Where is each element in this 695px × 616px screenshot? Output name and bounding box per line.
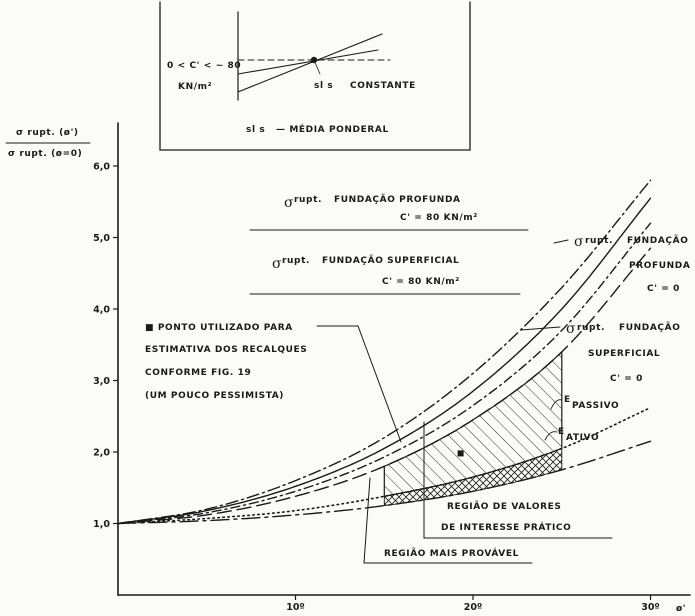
label-regiao-interesse: REGIÃO DE VALORES DE INTERESSE PRÁTICO bbox=[423, 421, 613, 539]
x-tick-label: 10º bbox=[286, 602, 305, 613]
point-text-4: (UM POUCO PESSIMISTA) bbox=[145, 391, 284, 401]
inset-legend-symbol: sl s bbox=[246, 125, 265, 135]
label-sup-c0: σ rupt. FUNDAÇÃO SUPERFICIAL C' = 0 bbox=[520, 321, 680, 384]
label-prof-c0: σ rupt. FUNDAÇÃO PROFUNDA C' = 0 bbox=[553, 234, 690, 294]
label-prof-c80: σ rupt. FUNDAÇÃO PROFUNDA C' = 80 KN/m² bbox=[249, 194, 529, 231]
y-tick-label: 4,0 bbox=[93, 305, 110, 316]
sup-c0-c: C' = 0 bbox=[610, 374, 643, 384]
point-text-2: ESTIMATIVA DOS RECALQUES bbox=[145, 345, 307, 355]
prof-c0-leader bbox=[553, 239, 569, 244]
curve-sup_c80 bbox=[117, 222, 652, 525]
y-label-numerator: σ rupt. (ø') bbox=[16, 128, 79, 138]
prof-c80-text: FUNDAÇÃO PROFUNDA bbox=[334, 194, 461, 205]
point-text-1: ■ PONTO UTILIZADO PARA bbox=[145, 323, 293, 333]
inset-range-label: 0 < C' < ~ 80 bbox=[167, 61, 241, 71]
label-sup-c80: σ rupt. FUNDAÇÃO SUPERFICIAL C' = 80 KN/… bbox=[249, 255, 521, 295]
provavel-text: REGIÃO MAIS PROVÁVEL bbox=[384, 547, 519, 559]
point-leader bbox=[316, 325, 402, 443]
sigma-symbol: σ bbox=[566, 321, 576, 337]
ativo-leader bbox=[544, 431, 558, 441]
curve-sup_c0 bbox=[117, 247, 652, 525]
label-regiao-provavel: REGIÃO MAIS PROVÁVEL bbox=[363, 477, 533, 564]
y-tick-label: 3,0 bbox=[93, 376, 110, 387]
x-ticks: 10º 20º 30º bbox=[286, 595, 660, 613]
passivo-text: PASSIVO bbox=[572, 401, 619, 411]
y-tick-label: 5,0 bbox=[93, 233, 110, 244]
y-ticks: 1,0 2,0 3,0 4,0 5,0 6,0 bbox=[93, 162, 118, 530]
ativo-text: ATIVO bbox=[566, 433, 599, 443]
sup-c0-leader bbox=[520, 326, 561, 331]
x-tick-label: 30º bbox=[641, 602, 660, 613]
curve-ativo bbox=[117, 440, 652, 525]
sigma-sub: rupt. bbox=[585, 236, 613, 246]
sigma-symbol: σ bbox=[284, 195, 294, 211]
x-tick-label: 20º bbox=[464, 602, 483, 613]
y-axis-label: σ rupt. (ø') σ rupt. (ø=0) bbox=[5, 128, 91, 159]
label-point: ■ PONTO UTILIZADO PARA ESTIMATIVA DOS RE… bbox=[145, 323, 402, 443]
interesse-text-1: REGIÃO DE VALORES bbox=[447, 501, 561, 512]
inset-line-flat bbox=[237, 49, 379, 75]
sigma-symbol: σ bbox=[574, 234, 584, 250]
inset-leader bbox=[313, 59, 321, 75]
y-tick-label: 2,0 bbox=[93, 448, 110, 459]
label-passivo: E PASSIVO bbox=[550, 395, 619, 411]
inset-constant-label: CONSTANTE bbox=[350, 81, 416, 91]
sup-c0-b: SUPERFICIAL bbox=[588, 349, 660, 359]
passivo-leader bbox=[550, 399, 563, 410]
inset-legend-text: — MÉDIA PONDERAL bbox=[276, 123, 389, 135]
sigma-sub: rupt. bbox=[282, 256, 310, 266]
sigma-sub: rupt. bbox=[294, 195, 322, 205]
estimate-point bbox=[457, 450, 464, 457]
sigma-symbol: σ bbox=[272, 256, 282, 272]
interesse-text-2: DE INTERESSE PRÁTICO bbox=[441, 521, 571, 533]
passivo-e: E bbox=[564, 395, 571, 405]
x-axis-label: ø' bbox=[676, 604, 686, 614]
prof-c0-b: PROFUNDA bbox=[629, 261, 690, 271]
y-tick-label: 6,0 bbox=[93, 162, 110, 173]
sup-c0-text: FUNDAÇÃO bbox=[619, 322, 680, 333]
inset-box: 0 < C' < ~ 80 KN/m² sl s CONSTANTE sl s … bbox=[159, 1, 471, 151]
prof-c0-text: FUNDAÇÃO bbox=[627, 235, 688, 246]
point-text-3: CONFORME FIG. 19 bbox=[145, 368, 251, 378]
prof-c80-c: C' = 80 KN/m² bbox=[400, 213, 478, 223]
curves bbox=[117, 179, 652, 525]
ativo-e: E bbox=[558, 427, 565, 437]
curve-prof_c80 bbox=[117, 179, 652, 525]
sigma-sub: rupt. bbox=[577, 323, 605, 333]
prof-c0-c: C' = 0 bbox=[647, 284, 680, 294]
y-tick-label: 1,0 bbox=[93, 519, 110, 530]
sup-c80-c: C' = 80 KN/m² bbox=[382, 277, 460, 287]
inset-point-label: sl s bbox=[314, 81, 333, 91]
inset-unit-label: KN/m² bbox=[178, 82, 212, 92]
y-label-denominator: σ rupt. (ø=0) bbox=[8, 149, 82, 159]
sup-c80-text: FUNDAÇÃO SUPERFICIAL bbox=[322, 255, 459, 266]
curve-prof_c0 bbox=[117, 197, 652, 525]
provavel-leader bbox=[363, 477, 533, 564]
curve-passivo bbox=[117, 406, 652, 525]
inset-line-steep bbox=[237, 33, 383, 93]
label-ativo: E ATIVO bbox=[544, 427, 599, 443]
